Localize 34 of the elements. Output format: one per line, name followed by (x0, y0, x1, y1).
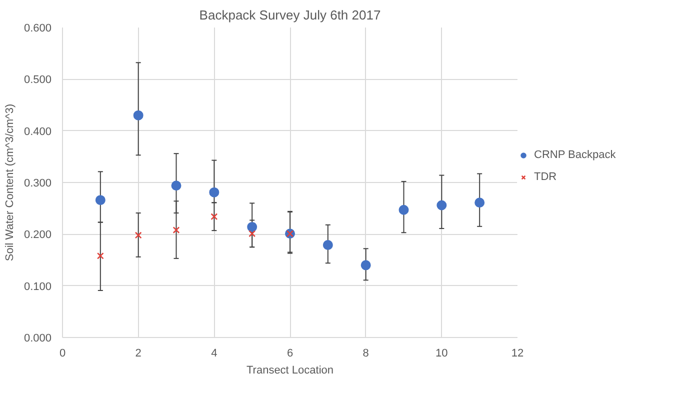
x-axis-title: Transect Location (246, 364, 334, 376)
point (360, 260, 371, 270)
point (209, 187, 220, 198)
point (436, 200, 447, 210)
point (210, 213, 218, 220)
x-tick-label: 0 (59, 348, 66, 360)
point (171, 180, 182, 191)
point (322, 240, 333, 250)
legend-label: TDR (534, 171, 557, 183)
x-tick-label: 10 (436, 348, 448, 360)
y-tick-label: 0.500 (24, 74, 52, 86)
point (248, 230, 256, 238)
point (95, 195, 106, 206)
point (133, 110, 144, 120)
point (134, 232, 142, 239)
point (398, 204, 409, 215)
chart-title: Backpack Survey July 6th 2017 (199, 8, 381, 22)
y-tick-label: 0.000 (24, 332, 52, 344)
point (474, 198, 485, 208)
y-tick-label: 0.300 (24, 178, 52, 190)
y-tick-label: 0.200 (24, 229, 52, 242)
legend-label: CRNP Backpack (534, 149, 616, 161)
y-axis-title: Soil Water Content (cm^3/cm^3) (4, 104, 16, 262)
point (247, 222, 258, 232)
x-tick-label: 2 (135, 348, 142, 360)
x-tick-label: 4 (211, 348, 218, 360)
x-tick-label: 12 (511, 348, 524, 360)
y-tick-label: 0.600 (24, 22, 52, 34)
x-tick-label: 6 (286, 348, 294, 360)
point (172, 226, 180, 234)
y-tick-label: 0.100 (24, 280, 52, 293)
y-tick-label: 0.400 (24, 126, 52, 138)
x-tick-label: 8 (362, 348, 369, 360)
point (96, 252, 104, 260)
